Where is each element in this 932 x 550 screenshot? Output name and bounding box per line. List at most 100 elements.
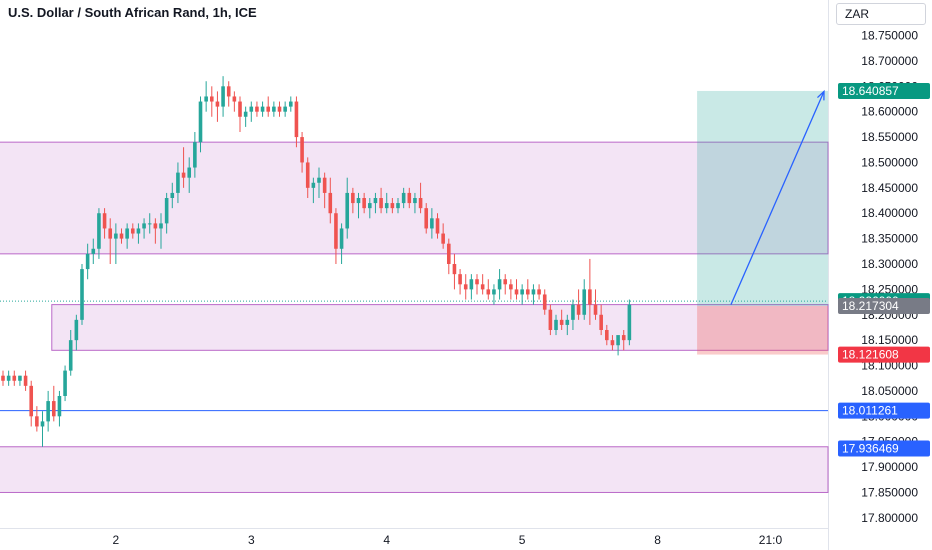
candle-body bbox=[159, 223, 163, 229]
candle-body bbox=[181, 172, 186, 178]
price-badge-label: 17.936469 bbox=[842, 442, 899, 456]
candle-body bbox=[204, 96, 208, 102]
candle-body bbox=[294, 101, 299, 138]
price-tick-label: 18.150000 bbox=[861, 333, 918, 347]
candle-body bbox=[379, 198, 383, 209]
price-tick-label: 18.600000 bbox=[861, 105, 918, 119]
candle-body bbox=[497, 279, 502, 290]
candle-body bbox=[334, 213, 338, 249]
candle-body bbox=[288, 101, 293, 107]
price-tick-label: 18.350000 bbox=[861, 232, 918, 246]
candle-body bbox=[12, 375, 17, 381]
candle-body bbox=[80, 269, 84, 320]
price-tick-label: 18.500000 bbox=[861, 155, 918, 169]
candle-body bbox=[362, 198, 366, 209]
candle-body bbox=[29, 385, 34, 417]
price-tick-label: 18.300000 bbox=[861, 257, 918, 271]
candle-body bbox=[1, 375, 5, 381]
candle-body bbox=[430, 218, 434, 229]
candle-body bbox=[249, 106, 254, 112]
price-tick-label: 18.400000 bbox=[861, 206, 918, 220]
candle-body bbox=[424, 208, 429, 229]
candle-body bbox=[514, 289, 519, 295]
candle-body bbox=[283, 106, 287, 112]
supply-demand-zone bbox=[51, 304, 829, 351]
candle-body bbox=[475, 279, 479, 285]
candle-body bbox=[46, 401, 50, 422]
candle-body bbox=[351, 192, 355, 204]
time-tick-label: 21:0 bbox=[759, 533, 783, 547]
candle-body bbox=[328, 192, 333, 214]
candle-body bbox=[193, 142, 197, 168]
candle-body bbox=[170, 192, 175, 198]
candle-body bbox=[616, 335, 620, 346]
candle-body bbox=[627, 304, 632, 341]
candle-body bbox=[384, 203, 389, 209]
candle-body bbox=[492, 289, 496, 295]
candle-body bbox=[215, 101, 220, 107]
projection-arrowhead bbox=[817, 89, 825, 101]
time-tick-label: 2 bbox=[113, 533, 120, 547]
candle-body bbox=[147, 223, 152, 225]
price-tick-label: 18.700000 bbox=[861, 54, 918, 68]
price-badge-label: 18.121608 bbox=[842, 348, 899, 362]
candle-body bbox=[57, 396, 62, 417]
candle-body bbox=[322, 177, 327, 193]
candle-body bbox=[108, 228, 113, 239]
candle-body bbox=[35, 416, 39, 427]
currency-selector[interactable]: ZAR bbox=[836, 3, 926, 25]
candle-body bbox=[153, 223, 158, 229]
candle-body bbox=[255, 106, 259, 112]
candle-body bbox=[435, 218, 440, 234]
candle-body bbox=[209, 96, 214, 102]
candle-body bbox=[390, 203, 395, 209]
candle-body bbox=[571, 304, 575, 320]
candle-body bbox=[311, 182, 316, 188]
candle-body bbox=[554, 319, 558, 330]
candle-body bbox=[373, 198, 378, 204]
candle-body bbox=[520, 289, 524, 295]
price-tick-label: 18.050000 bbox=[861, 384, 918, 398]
candle-body bbox=[130, 228, 135, 234]
price-badge-label: 18.640857 bbox=[842, 84, 899, 98]
candle-body bbox=[576, 304, 581, 315]
candle-body bbox=[339, 228, 344, 249]
position-profit-area bbox=[697, 90, 828, 306]
candle-body bbox=[23, 375, 28, 386]
candle-body bbox=[458, 274, 462, 285]
price-badge-label: 18.217304 bbox=[842, 299, 899, 313]
candle-body bbox=[277, 106, 282, 112]
candle-body bbox=[441, 233, 445, 244]
price-badge bbox=[838, 346, 930, 363]
price-tick-label: 17.850000 bbox=[861, 485, 918, 499]
candle-body bbox=[300, 137, 304, 163]
candle-body bbox=[525, 289, 530, 295]
candle-body bbox=[610, 340, 615, 346]
candle-body bbox=[91, 248, 96, 254]
candle-body bbox=[469, 279, 474, 290]
candle-body bbox=[582, 289, 587, 315]
candle-body bbox=[176, 172, 180, 193]
candle-body bbox=[272, 106, 276, 112]
price-tick-label: 18.450000 bbox=[861, 181, 918, 195]
candle-body bbox=[136, 228, 141, 234]
candle-body bbox=[226, 86, 231, 97]
projection-line bbox=[730, 91, 825, 305]
candle-body bbox=[68, 340, 73, 371]
candle-body bbox=[599, 314, 603, 330]
candle-body bbox=[407, 192, 412, 204]
candle-body bbox=[486, 289, 491, 295]
candle-body bbox=[396, 203, 400, 209]
price-tick-label: 18.250000 bbox=[861, 282, 918, 296]
candle-body bbox=[164, 198, 169, 224]
price-badge bbox=[838, 440, 930, 457]
candle-body bbox=[452, 264, 457, 275]
candle-body bbox=[243, 111, 248, 117]
candle-body bbox=[51, 401, 56, 417]
candle-body bbox=[446, 243, 451, 264]
candle-body bbox=[588, 289, 592, 305]
candle-body bbox=[480, 284, 485, 290]
price-tick-label: 18.550000 bbox=[861, 130, 918, 144]
